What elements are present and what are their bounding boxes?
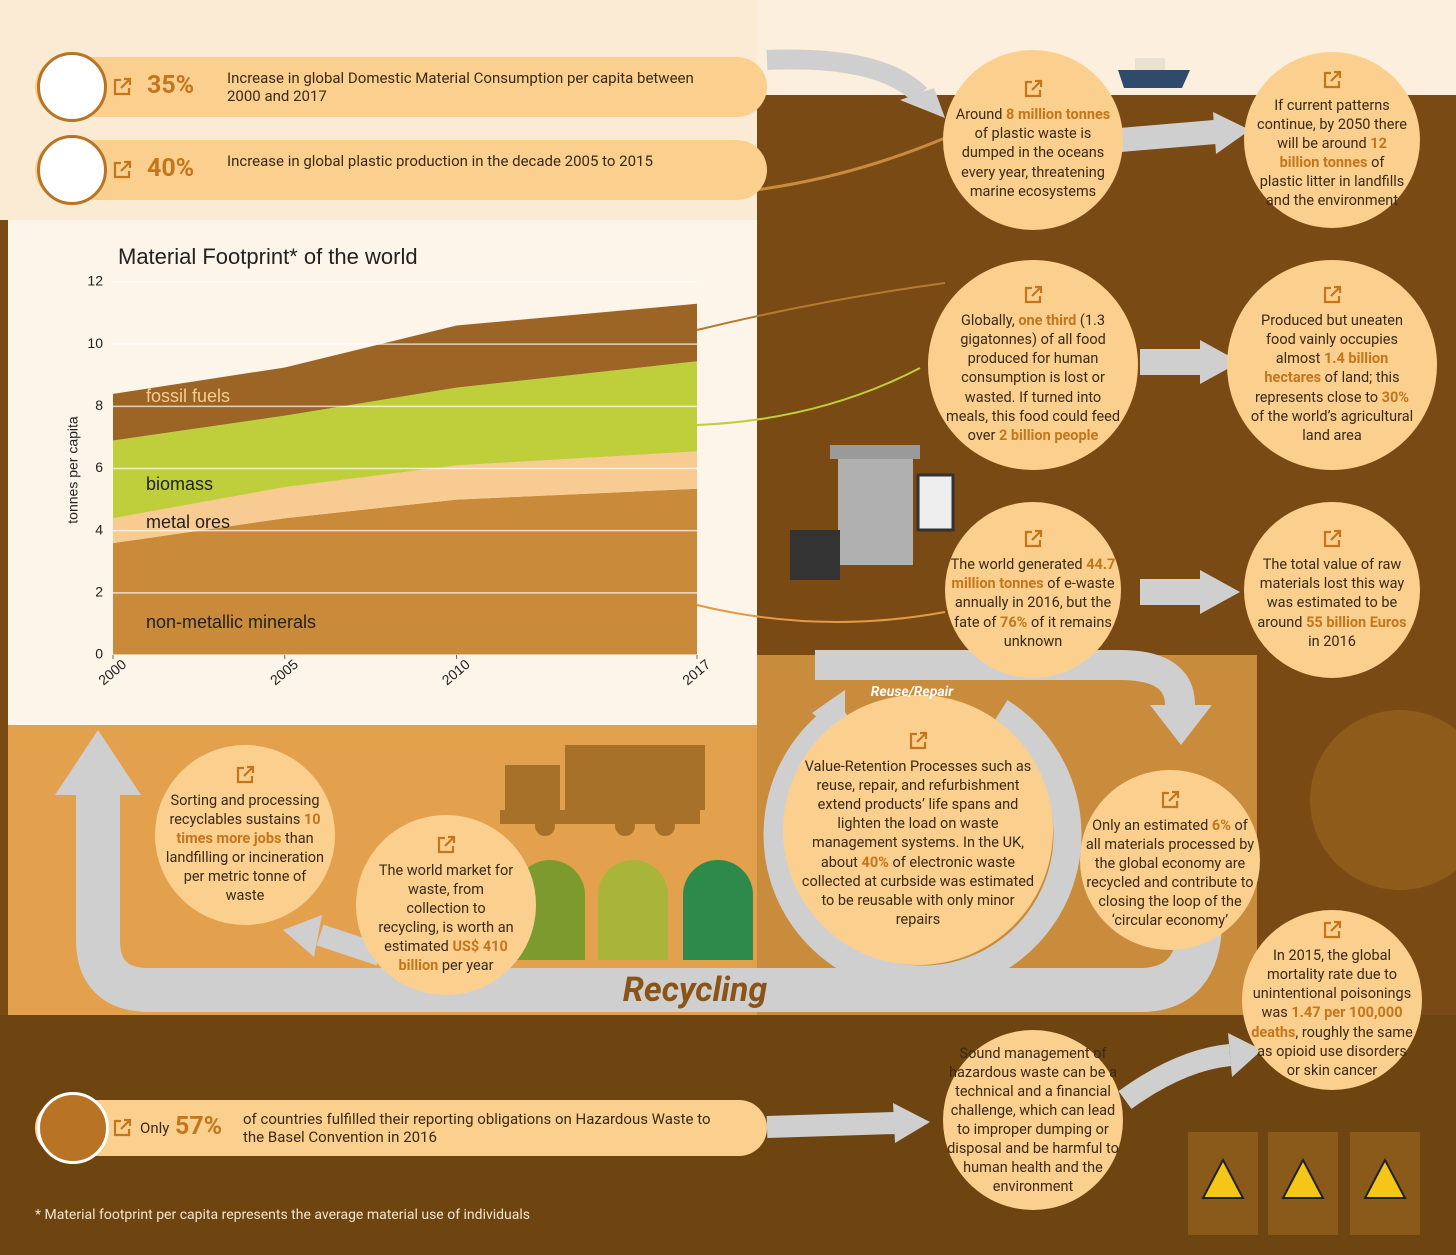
arrow [767,1123,895,1127]
hazard-prefix: Only [140,1119,169,1137]
highlight: 40% [862,854,889,871]
hazard-value: 57% [175,1112,222,1141]
bubble: The world market for waste, from collect… [356,815,536,995]
bubble-text: The world market for waste, from collect… [376,861,516,976]
highlight: one third [1018,312,1076,329]
icon [37,135,107,205]
y-tick-label: 2 [95,584,103,600]
bubble: The world generated 44.7 million tonnes … [945,502,1121,678]
barrels [1188,1132,1420,1235]
bubble: Produced but uneaten food vainly occupie… [1227,260,1437,470]
bubble-text: Only an estimated 6% of all materials pr… [1085,816,1255,931]
bubble-text: The world generated 44.7 million tonnes … [951,555,1116,651]
stat-value: 35% [147,71,194,100]
recycling-label: Recycling [560,970,830,1010]
text: Only an estimated [1092,817,1212,834]
series-label: biomass [146,474,213,494]
bubble-text: Sound management of hazardous waste can … [946,1044,1121,1197]
link-icon[interactable] [1023,79,1043,99]
highlight: 8 million tonnes [1006,106,1110,123]
bubble: Around 8 million tonnes of plastic waste… [943,50,1123,230]
text: Sorting and processing recyclables susta… [169,792,319,828]
bubble-text: Value-Retention Processes such as reuse,… [798,757,1038,929]
bins [515,860,753,960]
icon [37,52,107,122]
highlight: 30% [1382,389,1409,406]
text: Sound management of hazardous waste can … [947,1045,1119,1196]
bubble-text: Globally, one third (1.3 gigatonnes) of … [943,311,1123,445]
bubble-text: Produced but uneaten food vainly occupie… [1247,311,1417,445]
y-tick-label: 12 [87,273,103,289]
bubble: If current patterns continue, by 2050 th… [1244,52,1420,228]
series-label: fossil fuels [146,386,230,406]
bubble: Value-Retention Processes such as reuse,… [783,695,1053,965]
y-tick-label: 0 [95,646,103,662]
bubble-text: The total value of raw materials lost th… [1252,555,1412,651]
link-icon[interactable] [1160,790,1180,810]
arrow [1120,132,1215,140]
bubble: Globally, one third (1.3 gigatonnes) of … [928,260,1138,470]
text: Globally, [961,312,1018,329]
series-label: non-metallic minerals [146,612,316,632]
y-tick-label: 4 [95,521,103,537]
y-tick-label: 8 [95,397,103,413]
hazard-text: of countries fulfilled their reporting o… [243,1110,733,1146]
bubble: In 2015, the global mortality rate due t… [1242,910,1422,1090]
text: of the world’s agricultural land area [1251,408,1413,444]
stat-value: 40% [147,154,194,183]
text: The world generated [951,556,1087,573]
text: Around [956,106,1006,123]
bubble: The total value of raw materials lost th… [1244,502,1420,678]
bubble-text: Around 8 million tonnes of plastic waste… [953,105,1113,201]
link-icon[interactable] [112,77,132,97]
text: in 2016 [1308,633,1356,650]
stat-pill [35,140,767,200]
link-icon[interactable] [1023,529,1043,549]
bubble: Only an estimated 6% of all materials pr… [1080,770,1260,950]
text: per year [438,957,493,974]
bubble-text: In 2015, the global mortality rate due t… [1250,946,1415,1080]
highlight: 76% [1000,614,1027,631]
link-icon[interactable] [1322,529,1342,549]
hazard-icon [37,1092,109,1164]
link-icon[interactable] [1023,285,1043,305]
bubble: Sound management of hazardous waste can … [943,1030,1123,1210]
reuse-label: Reuse/Repair [862,684,962,700]
y-tick-label: 10 [87,335,103,351]
highlight: 2 billion people [999,427,1098,444]
bubble-text: Sorting and processing recyclables susta… [165,791,325,906]
link-icon[interactable] [235,765,255,785]
footnote: * Material footprint per capita represen… [35,1207,530,1223]
text: of plastic waste is dumped in the oceans… [961,125,1105,199]
link-icon[interactable] [436,835,456,855]
text: (1.3 gigatonnes) of all food produced fo… [946,312,1120,444]
link-icon[interactable] [1322,70,1342,90]
chart-title: Material Footprint* of the world [118,244,418,269]
bubble-text: If current patterns continue, by 2050 th… [1257,96,1407,211]
stat-text: Increase in global plastic production in… [227,152,697,170]
highlight: 6% [1212,817,1231,834]
link-icon[interactable] [112,1118,132,1138]
link-icon[interactable] [1322,285,1342,305]
y-tick-label: 6 [95,459,103,475]
link-icon[interactable] [908,731,928,751]
series-label: metal ores [146,512,230,532]
link-icon[interactable] [1322,920,1342,940]
y-axis-label: tonnes per capita [65,416,81,524]
highlight: 55 billion Euros [1306,614,1407,631]
bubble: Sorting and processing recyclables susta… [155,745,335,925]
link-icon[interactable] [112,160,132,180]
infographic: Material Footprint* of the world tonnes … [0,0,1456,1255]
stat-text: Increase in global Domestic Material Con… [227,69,697,105]
